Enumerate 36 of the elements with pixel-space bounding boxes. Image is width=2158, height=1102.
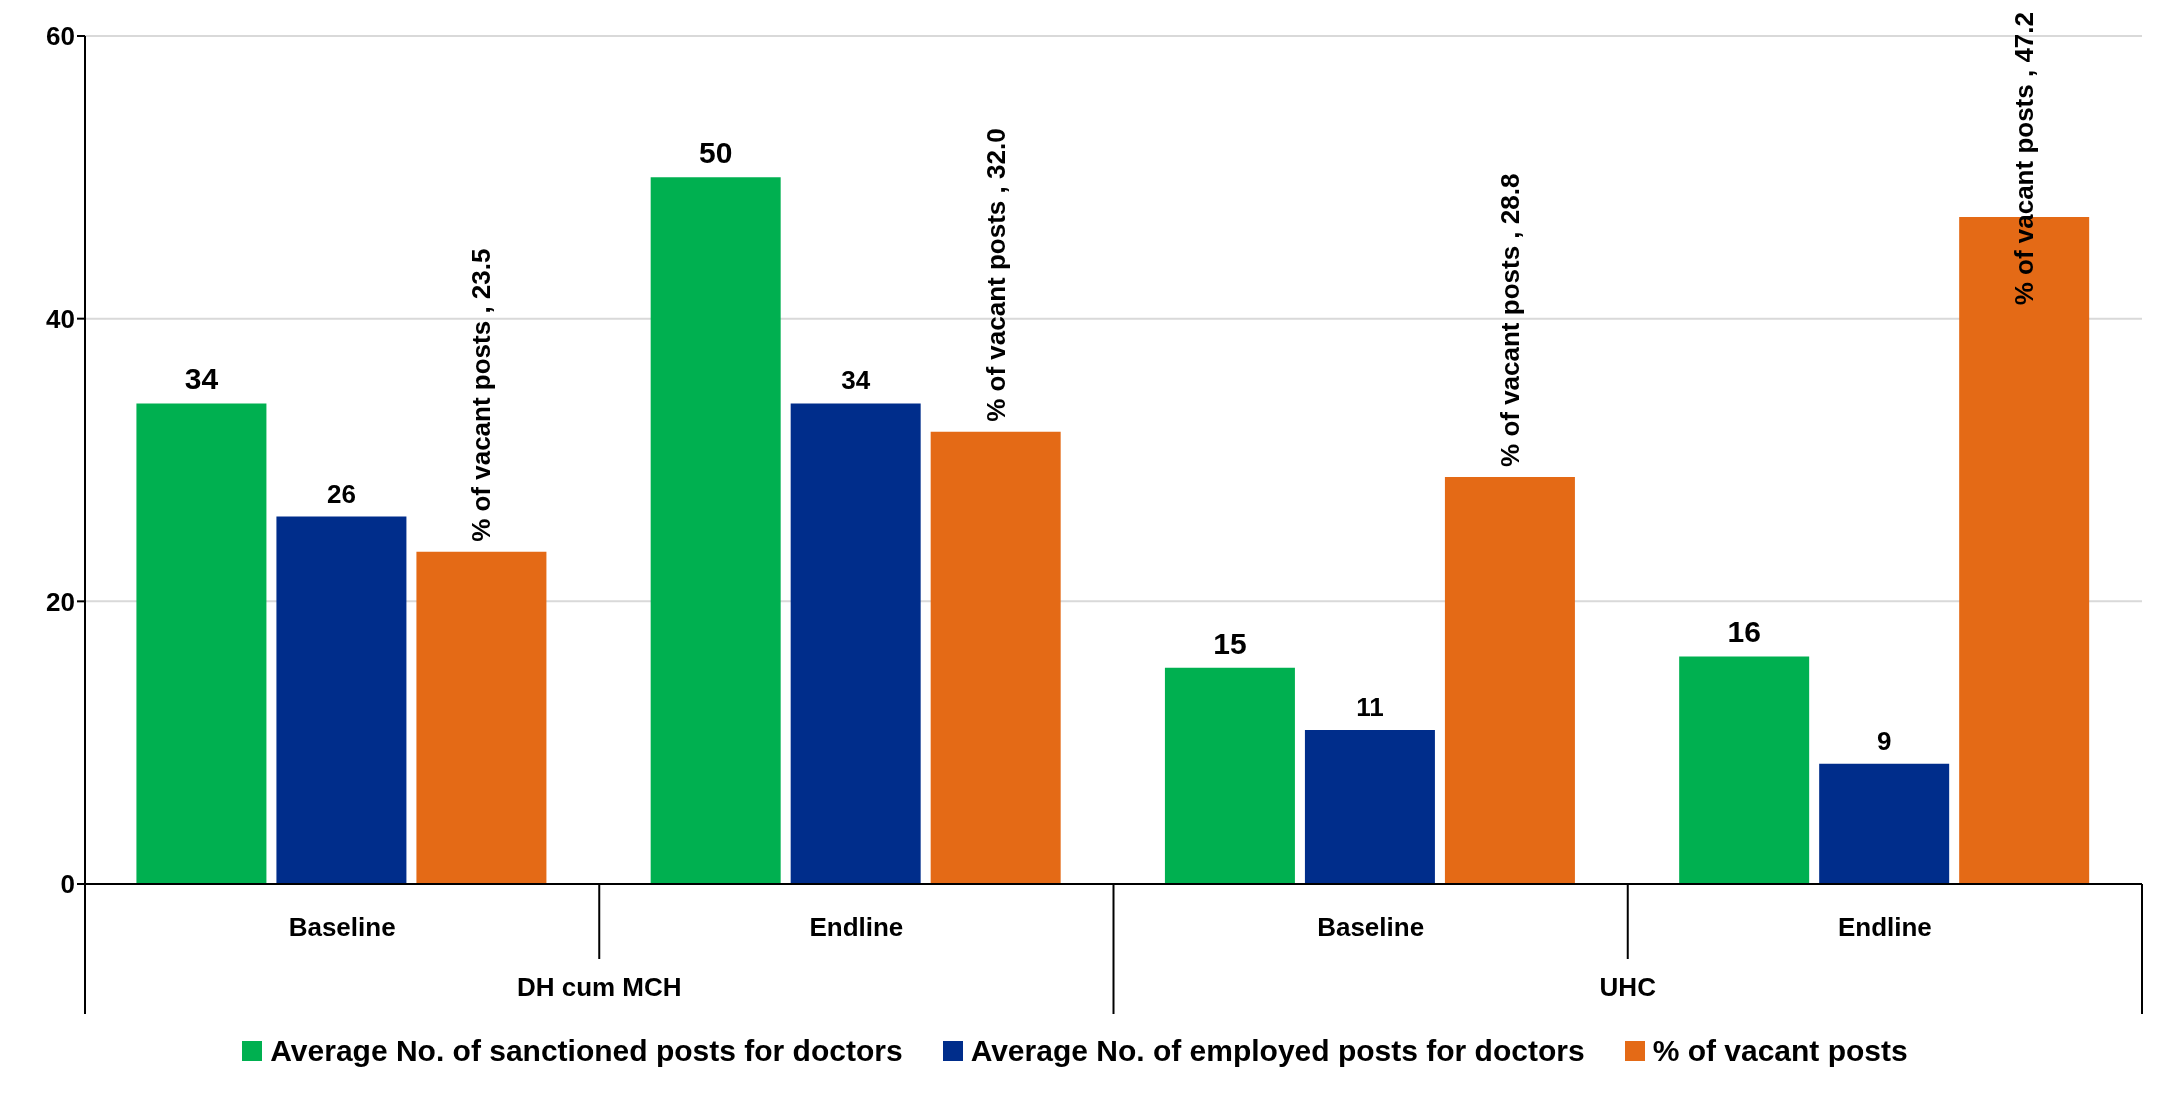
bar: [790, 403, 921, 884]
y-tick-label: 20: [46, 586, 75, 617]
bar: [1819, 763, 1950, 884]
x-tick-label: Endline: [1837, 912, 1932, 942]
data-label: 26: [326, 478, 356, 509]
data-label: % of vacant posts , 32.0: [980, 128, 1011, 422]
data-label: 34: [184, 362, 219, 396]
data-label: % of vacant posts , 23.5: [466, 248, 497, 542]
legend-label: % of vacant posts: [1652, 1034, 1908, 1068]
bar: [1304, 729, 1435, 884]
legend-label: Average No. of employed posts for doctors: [970, 1034, 1585, 1068]
bar: [1679, 656, 1810, 884]
data-label: 16: [1727, 615, 1761, 649]
bar: [1444, 476, 1575, 884]
y-tick-label: 60: [46, 21, 75, 52]
data-label: 15: [1213, 626, 1247, 660]
text: DH cum MCH: [516, 972, 682, 1002]
bar: [416, 551, 547, 884]
bar: [930, 431, 1061, 884]
bar: [1164, 667, 1295, 884]
data-label: % of vacant posts , 47.2: [2009, 12, 2040, 306]
data-label: % of vacant posts , 28.8: [1494, 173, 1525, 467]
bar: [136, 403, 267, 884]
x-tick-label: Baseline: [1317, 912, 1425, 942]
data-label: 34: [841, 365, 871, 396]
x-tick-label: Baseline: [288, 912, 396, 942]
y-tick-label: 40: [46, 303, 75, 334]
legend-label: Average No. of sanctioned posts for doctors: [270, 1034, 903, 1068]
data-label: 9: [1876, 725, 1892, 756]
data-label: 50: [698, 136, 733, 170]
bar: [276, 516, 407, 884]
y-tick-label: 0: [60, 869, 75, 900]
text: UHC: [1599, 972, 1657, 1002]
data-label: 11: [1356, 691, 1384, 722]
bar: [650, 177, 781, 884]
x-tick-label: Endline: [809, 912, 904, 942]
